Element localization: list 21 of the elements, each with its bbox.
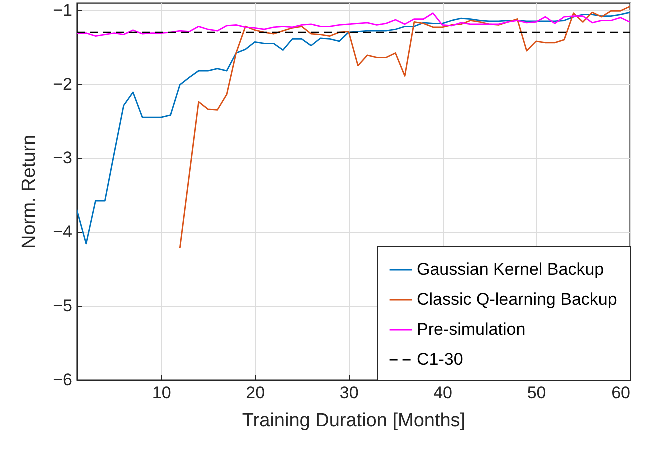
y-tick-label: −1	[53, 0, 72, 20]
y-tick-label: −4	[53, 222, 72, 242]
x-tick-label: 60	[612, 384, 630, 402]
y-tick-label: −6	[53, 370, 72, 390]
legend-label: Pre-simulation	[417, 320, 526, 339]
x-tick-label: 30	[340, 384, 359, 402]
legend-label: Gaussian Kernel Backup	[417, 260, 604, 279]
y-tick-label: −3	[53, 148, 72, 168]
x-axis-title: Training Duration [Months]	[242, 410, 466, 432]
line-series	[179, 6, 630, 250]
x-tick-label: 40	[434, 384, 453, 402]
line-series	[77, 12, 630, 245]
y-axis-title: Norm. Return	[19, 134, 40, 250]
x-tick-label: 50	[527, 384, 546, 402]
y-tick-label: −2	[53, 74, 72, 94]
line-series	[77, 12, 630, 37]
legend-label: C1-30	[417, 350, 464, 369]
y-tick-label: −5	[53, 296, 72, 316]
x-tick-label: 20	[246, 384, 266, 402]
legend-label: Classic Q-learning Backup	[417, 290, 618, 309]
x-tick-label: 10	[152, 384, 172, 402]
